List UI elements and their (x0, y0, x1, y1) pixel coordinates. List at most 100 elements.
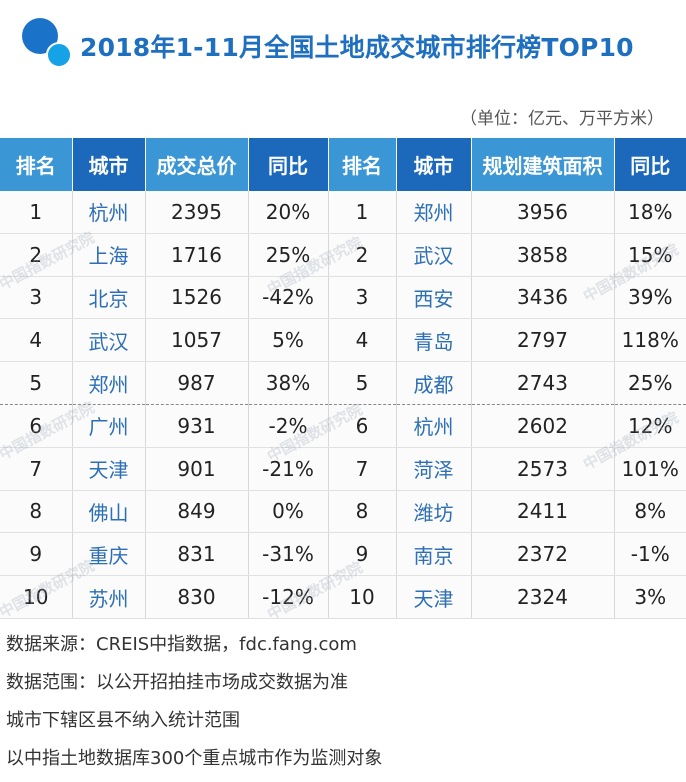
cell-city-right: 杭州 (396, 404, 472, 448)
logo-icon (22, 18, 72, 68)
cell-rank-left: 7 (0, 447, 73, 491)
cell-yoy-left: -21% (248, 447, 329, 491)
table-row: 2 上海 1716 25% 2 武汉 3858 15% (0, 233, 686, 277)
cell-city-left: 上海 (72, 233, 146, 277)
cell-value-right: 2324 (471, 575, 615, 619)
cell-value-left: 831 (145, 532, 249, 577)
footer-source: 数据来源：CREIS中指数据，fdc.fang.com (6, 634, 357, 655)
table-row: 5 郑州 987 38% 5 成都 2743 25% (0, 361, 686, 405)
unit-note: （单位：亿元、万平方米） (460, 109, 664, 129)
cell-city-right: 天津 (396, 575, 472, 619)
table-row: 9 重庆 831 -31% 9 南京 2372 -1% (0, 532, 686, 577)
cell-rank-left: 4 (0, 318, 73, 363)
footer-scope: 数据范围：以公开招拍挂市场成交数据为准 (6, 672, 348, 693)
cell-value-right: 3858 (471, 233, 615, 277)
cell-yoy-right: 15% (614, 233, 686, 277)
cell-value-right: 2743 (471, 361, 615, 405)
table-row: 4 武汉 1057 5% 4 青岛 2797 118% (0, 318, 686, 363)
cell-rank-left: 5 (0, 361, 73, 405)
cell-yoy-left: 20% (248, 191, 329, 234)
cell-yoy-right: 18% (614, 191, 686, 234)
cell-value-right: 2573 (471, 447, 615, 491)
table-row: 6 广州 931 -2% 6 杭州 2602 12% (0, 404, 686, 448)
cell-value-right: 2602 (471, 404, 615, 448)
cell-value-left: 830 (145, 575, 249, 619)
cell-yoy-left: -12% (248, 575, 329, 619)
cell-value-right: 3436 (471, 276, 615, 320)
table-row: 3 北京 1526 -42% 3 西安 3436 39% (0, 276, 686, 320)
cell-city-left: 广州 (72, 404, 146, 448)
cell-value-right: 2797 (471, 318, 615, 363)
cell-yoy-right: 3% (614, 575, 686, 619)
cell-yoy-right: 101% (614, 447, 686, 491)
cell-rank-left: 9 (0, 532, 73, 577)
cell-rank-right: 9 (328, 532, 397, 577)
cell-rank-right: 6 (328, 404, 397, 448)
table-header-row: 排名 城市 成交总价 同比 排名 城市 规划建筑面积 同比 (0, 138, 686, 191)
cell-value-right: 2372 (471, 532, 615, 577)
header-yoy-right: 同比 (614, 138, 686, 191)
header-rank-left: 排名 (0, 138, 73, 191)
cell-value-left: 1526 (145, 276, 249, 320)
cell-city-right: 菏泽 (396, 447, 472, 491)
cell-yoy-right: 39% (614, 276, 686, 320)
ranking-table: 排名 城市 成交总价 同比 排名 城市 规划建筑面积 同比 1 杭州 2395 20%… (0, 138, 686, 619)
cell-value-right: 2411 (471, 490, 615, 534)
cell-city-right: 郑州 (396, 191, 472, 234)
cell-rank-left: 1 (0, 191, 73, 234)
cell-value-right: 3956 (471, 191, 615, 234)
page-header: 2018年1-11月全国土地成交城市排行榜TOP10 (0, 0, 686, 92)
cell-yoy-left: 5% (248, 318, 329, 363)
cell-city-right: 南京 (396, 532, 472, 577)
cell-city-left: 天津 (72, 447, 146, 491)
cell-rank-left: 8 (0, 490, 73, 534)
cell-city-left: 北京 (72, 276, 146, 320)
header-city-left: 城市 (72, 138, 146, 191)
cell-rank-right: 2 (328, 233, 397, 277)
cell-city-left: 武汉 (72, 318, 146, 363)
cell-value-left: 2395 (145, 191, 249, 234)
cell-yoy-left: 0% (248, 490, 329, 534)
cell-city-left: 佛山 (72, 490, 146, 534)
cell-city-left: 郑州 (72, 361, 146, 405)
cell-city-left: 重庆 (72, 532, 146, 577)
cell-value-left: 901 (145, 447, 249, 491)
cell-rank-right: 8 (328, 490, 397, 534)
cell-city-right: 成都 (396, 361, 472, 405)
cell-yoy-left: 38% (248, 361, 329, 405)
cell-value-left: 1716 (145, 233, 249, 277)
cell-city-right: 西安 (396, 276, 472, 320)
table-row: 10 苏州 830 -12% 10 天津 2324 3% (0, 575, 686, 619)
footer-monitor: 以中指土地数据库300个重点城市作为监测对象 (6, 748, 383, 769)
cell-value-left: 849 (145, 490, 249, 534)
cell-rank-right: 5 (328, 361, 397, 405)
cell-city-right: 青岛 (396, 318, 472, 363)
table-row: 7 天津 901 -21% 7 菏泽 2573 101% (0, 447, 686, 491)
cell-value-left: 1057 (145, 318, 249, 363)
header-yoy-left: 同比 (248, 138, 329, 191)
cell-yoy-right: 12% (614, 404, 686, 448)
page-title: 2018年1-11月全国土地成交城市排行榜TOP10 (80, 33, 634, 62)
cell-rank-right: 3 (328, 276, 397, 320)
cell-value-left: 931 (145, 404, 249, 448)
table-row: 8 佛山 849 0% 8 潍坊 2411 8% (0, 490, 686, 534)
cell-rank-right: 10 (328, 575, 397, 619)
cell-rank-right: 1 (328, 191, 397, 234)
cell-rank-left: 2 (0, 233, 73, 277)
cell-rank-left: 3 (0, 276, 73, 320)
cell-yoy-right: 118% (614, 318, 686, 363)
cell-value-left: 987 (145, 361, 249, 405)
cell-city-left: 杭州 (72, 191, 146, 234)
cell-rank-left: 6 (0, 404, 73, 448)
header-city-right: 城市 (396, 138, 472, 191)
header-value-right: 规划建筑面积 (471, 138, 615, 191)
header-rank-right: 排名 (328, 138, 397, 191)
cell-yoy-left: -31% (248, 532, 329, 577)
cell-rank-left: 10 (0, 575, 73, 619)
cell-city-left: 苏州 (72, 575, 146, 619)
cell-city-right: 潍坊 (396, 490, 472, 534)
cell-yoy-right: 25% (614, 361, 686, 405)
footer-notes: 数据来源：CREIS中指数据，fdc.fang.com 数据范围：以公开招拍挂市… (6, 630, 382, 782)
cell-yoy-right: 8% (614, 490, 686, 534)
cell-rank-right: 4 (328, 318, 397, 363)
